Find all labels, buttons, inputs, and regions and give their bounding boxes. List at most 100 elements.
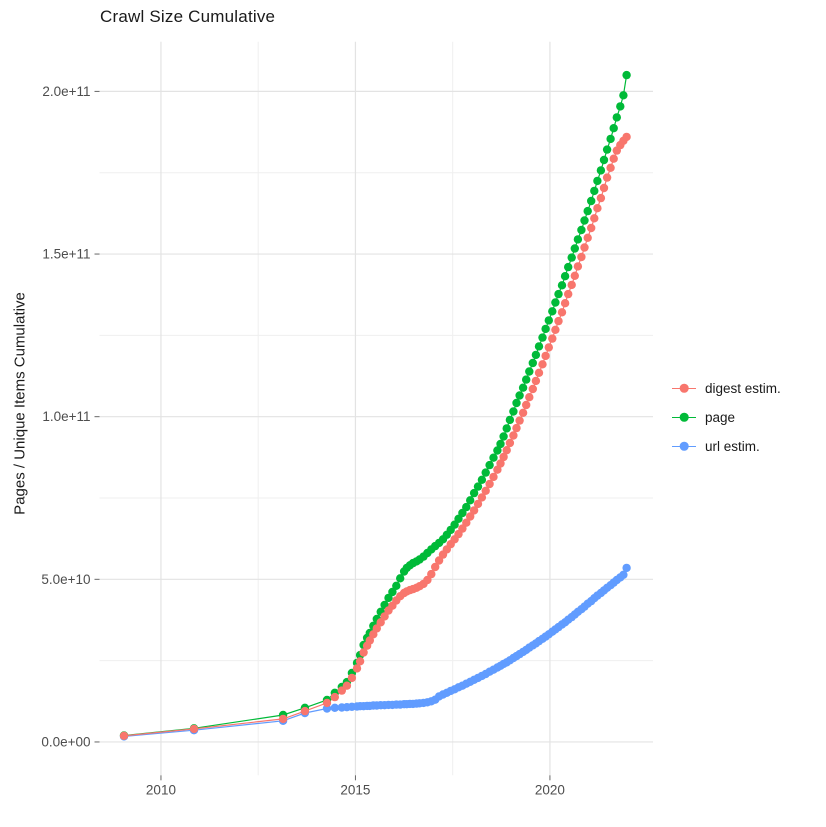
data-point (509, 431, 518, 440)
data-point (606, 134, 615, 144)
data-point (538, 360, 547, 369)
data-point (551, 298, 560, 307)
data-point (396, 574, 405, 583)
data-point (548, 334, 557, 343)
data-point (458, 508, 467, 518)
data-point (431, 562, 440, 572)
data-point (355, 657, 365, 666)
data-point (525, 367, 534, 376)
data-point (496, 459, 505, 468)
data-point (570, 244, 579, 253)
y-axis-title: Pages / Unique Items Cumulative (11, 292, 29, 515)
data-point (365, 636, 374, 645)
data-point (499, 452, 508, 462)
data-point (473, 482, 483, 491)
data-point (606, 163, 615, 172)
y-tick-label: 0.0e+00 (41, 734, 90, 749)
data-point (502, 446, 511, 455)
data-point (602, 173, 612, 182)
data-point (485, 460, 494, 470)
data-point (477, 493, 487, 502)
data-point (567, 253, 576, 262)
data-point (481, 486, 490, 495)
data-point (541, 324, 550, 334)
data-point (450, 520, 459, 529)
data-point (509, 407, 518, 416)
data-point (560, 272, 570, 281)
data-point (493, 446, 502, 455)
data-point (548, 307, 557, 316)
data-point (481, 468, 490, 477)
data-point (330, 692, 339, 702)
data-point (493, 465, 502, 474)
data-point (489, 453, 498, 462)
data-point (372, 624, 381, 633)
data-point (359, 648, 368, 657)
y-tick-label: 5.0e+10 (41, 572, 90, 587)
x-tick-label: 2015 (340, 782, 370, 797)
data-point (599, 183, 609, 193)
legend-key-icon (672, 378, 696, 398)
data-point (423, 575, 432, 585)
data-point (560, 299, 570, 308)
data-point (473, 499, 483, 509)
data-point (512, 398, 521, 408)
x-tick-label: 2020 (535, 782, 565, 797)
data-point (300, 706, 310, 716)
gridlines-major (99, 41, 653, 776)
data-point (515, 391, 524, 400)
data-point (551, 325, 560, 334)
data-point (347, 673, 357, 683)
data-point (525, 393, 534, 402)
data-point (609, 154, 618, 163)
legend-label: digest estim. (705, 380, 781, 396)
data-point (609, 124, 618, 133)
data-point (567, 280, 576, 290)
data-point (427, 569, 436, 579)
gridlines-minor (99, 41, 653, 776)
data-point (590, 186, 599, 196)
series-points-url-estim- (119, 563, 631, 741)
data-point (541, 351, 550, 361)
data-point (522, 400, 531, 410)
data-point (342, 681, 352, 690)
x-tick-label: 2010 (146, 782, 176, 797)
series-points-page (119, 70, 631, 740)
data-point (619, 570, 628, 579)
legend-key-icon (672, 407, 696, 427)
data-point (544, 343, 553, 352)
y-tick-label: 1.0e+11 (42, 409, 90, 424)
data-point (515, 416, 524, 425)
data-point (489, 472, 498, 482)
data-point (573, 262, 583, 271)
chart-title: Crawl Size Cumulative (100, 7, 276, 26)
data-point (538, 333, 547, 342)
data-point (522, 375, 531, 384)
data-point (577, 225, 586, 235)
legend-key-icon (672, 436, 696, 456)
data-point (557, 308, 567, 317)
data-point (564, 289, 573, 299)
data-point (593, 176, 602, 186)
data-point (602, 145, 612, 154)
data-point (512, 423, 521, 433)
y-tick-label: 1.5e+11 (42, 247, 90, 262)
data-point (534, 342, 544, 351)
data-point (619, 91, 628, 100)
data-point (462, 518, 471, 527)
data-point (612, 113, 621, 122)
series-points-digest-estim- (119, 132, 631, 740)
data-point (622, 132, 631, 142)
legend-item-url-estim-: url estim. (672, 436, 781, 456)
data-point (599, 155, 609, 165)
data-point (544, 316, 553, 325)
data-point (485, 479, 494, 489)
data-point (593, 204, 602, 213)
data-point (392, 581, 401, 590)
axis-ticks (94, 90, 551, 781)
data-point (380, 612, 389, 621)
data-point (352, 664, 362, 673)
data-point (518, 408, 528, 417)
data-point (564, 262, 573, 272)
data-point (622, 70, 631, 80)
